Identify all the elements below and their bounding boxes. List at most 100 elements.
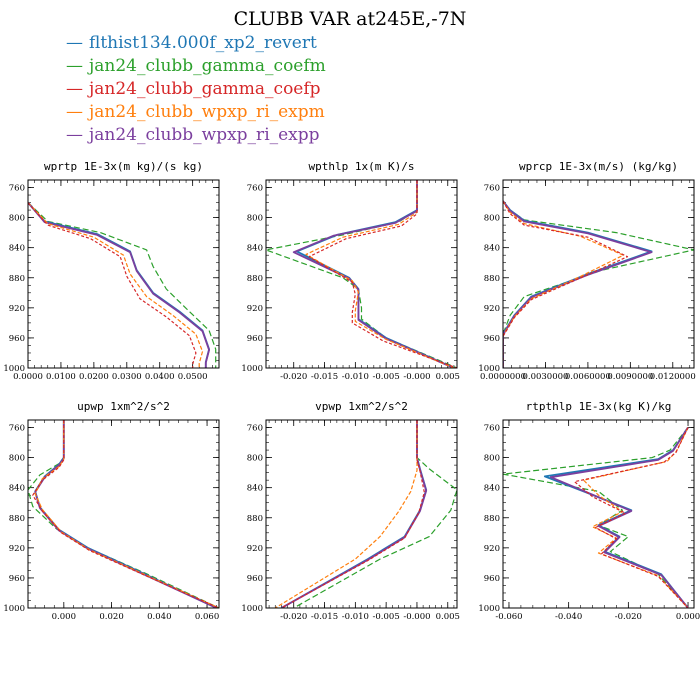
- y-tick-label: 800: [484, 214, 500, 224]
- x-tick-label: -0.020: [280, 372, 307, 382]
- y-tick-label: 760: [484, 184, 500, 194]
- series-group: [503, 427, 689, 608]
- y-tick-label: 920: [484, 544, 500, 554]
- y-tick-label: 1000: [241, 604, 263, 614]
- x-tick-label: 0.0000000: [480, 372, 526, 382]
- y-tick-label: 840: [484, 244, 500, 254]
- y-tick-label: 880: [247, 514, 263, 524]
- series-line: [503, 427, 689, 608]
- series-line: [503, 200, 629, 368]
- panel-title: vpwp 1xm^2/s^2: [315, 400, 408, 413]
- series-line: [573, 427, 689, 608]
- y-tick-label: 840: [9, 484, 25, 494]
- x-tick-label: 0.0120000: [650, 372, 696, 382]
- y-tick-label: 960: [247, 574, 263, 584]
- x-tick-label: 0.0000: [13, 372, 43, 382]
- legend-swatch-icon: —: [66, 33, 83, 53]
- legend-item: — jan24_clubb_wpxp_ri_expp: [66, 124, 326, 147]
- series-line: [28, 202, 197, 368]
- x-tick-label: -0.040: [555, 612, 582, 622]
- x-tick-label: -0.005: [373, 372, 400, 382]
- x-tick-label: -0.005: [373, 612, 400, 622]
- y-tick-label: 880: [247, 274, 263, 284]
- panel-title: rtpthlp 1E-3x(kg K)/kg: [526, 400, 672, 413]
- legend: — flthist134.000f_xp2_revert — jan24_clubb…: [66, 32, 326, 147]
- plot-frame: [265, 179, 458, 369]
- y-tick-label: 760: [484, 424, 500, 434]
- x-tick-label: 0.0500: [178, 372, 208, 382]
- chart-panel: vpwp 1xm^2/s^2 760 800 840 880 920 960 1000 -0.0…: [241, 400, 460, 622]
- x-tick-label: 0.0400: [145, 372, 175, 382]
- y-tick-label: 880: [9, 274, 25, 284]
- series-line: [280, 420, 428, 608]
- series-line: [582, 427, 689, 608]
- series-line: [28, 420, 219, 608]
- legend-item: — jan24_clubb_gamma_coefm: [66, 55, 326, 78]
- legend-swatch-icon: —: [66, 102, 83, 122]
- panel-title: wprcp 1E-3x(m/s) (kg/kg): [519, 160, 678, 173]
- series-line: [293, 420, 457, 608]
- x-tick-label: 0.040: [147, 612, 171, 622]
- y-tick-label: 880: [484, 514, 500, 524]
- x-tick-label: 0.005: [436, 612, 460, 622]
- y-tick-label: 1000: [478, 604, 500, 614]
- y-tick-label: 880: [9, 514, 25, 524]
- legend-label: jan24_clubb_wpxp_ri_expp: [89, 125, 320, 145]
- page-title: CLUBB VAR at245E,-7N: [233, 8, 467, 30]
- series-group: [503, 200, 694, 368]
- x-tick-label: -0.010: [342, 372, 369, 382]
- y-tick-label: 920: [484, 304, 500, 314]
- x-tick-label: -0.020: [615, 612, 642, 622]
- x-tick-label: 0.020: [99, 612, 123, 622]
- y-tick-label: 760: [247, 184, 263, 194]
- series-line: [266, 180, 457, 368]
- series-line: [28, 202, 211, 368]
- x-tick-label: -0.020: [280, 612, 307, 622]
- y-tick-label: 960: [9, 334, 25, 344]
- x-tick-label: -0.010: [342, 612, 369, 622]
- chart-panel: wpthlp 1x(m K)/s 760 800 840 880 920 960 1000 -0…: [241, 160, 460, 382]
- x-tick-label: 0.000: [676, 612, 700, 622]
- x-tick-label: 0.0200: [79, 372, 109, 382]
- series-line: [34, 420, 217, 608]
- series-line: [308, 180, 457, 368]
- plot-frame: [27, 179, 220, 369]
- series-line: [28, 202, 217, 368]
- chart-panel: rtpthlp 1E-3x(kg K)/kg 760 800 840 880 920 960…: [478, 400, 700, 622]
- plot-frame: [502, 179, 695, 369]
- legend-item: — jan24_clubb_gamma_coefp: [66, 78, 326, 101]
- y-tick-label: 1000: [241, 364, 263, 374]
- y-tick-label: 840: [247, 484, 263, 494]
- y-tick-label: 880: [484, 274, 500, 284]
- legend-item: — flthist134.000f_xp2_revert: [66, 32, 326, 55]
- series-line: [280, 420, 428, 608]
- x-tick-label: -0.060: [495, 612, 522, 622]
- x-tick-label: 0.060: [195, 612, 219, 622]
- x-tick-label: 0.0030000: [522, 372, 568, 382]
- y-tick-label: 920: [9, 544, 25, 554]
- x-tick-label: 0.0100: [46, 372, 76, 382]
- series-line: [34, 420, 217, 608]
- series-line: [503, 200, 653, 368]
- series-line: [34, 420, 219, 608]
- y-tick-label: 840: [247, 244, 263, 254]
- y-tick-label: 960: [9, 574, 25, 584]
- series-group: [28, 420, 219, 608]
- panel-title: wprtp 1E-3x(m kg)/(s kg): [44, 160, 203, 173]
- x-tick-label: -0.015: [311, 612, 338, 622]
- y-tick-label: 800: [247, 214, 263, 224]
- y-tick-label: 920: [247, 544, 263, 554]
- series-line: [503, 200, 653, 368]
- plot-frame: [265, 419, 458, 609]
- series-group: [28, 202, 217, 368]
- legend-swatch-icon: —: [66, 56, 83, 76]
- chart-panel: wprcp 1E-3x(m/s) (kg/kg) 760 800 840 880 920 9…: [478, 160, 695, 382]
- legend-label: jan24_clubb_gamma_coefp: [89, 79, 321, 99]
- y-tick-label: 1000: [478, 364, 500, 374]
- y-tick-label: 1000: [3, 364, 25, 374]
- legend-swatch-icon: —: [66, 79, 83, 99]
- x-tick-label: -0.000: [403, 372, 430, 382]
- chart-panel: wprtp 1E-3x(m kg)/(s kg) 760 800 840 880 920 9…: [3, 160, 220, 382]
- x-tick-label: 0.0090000: [607, 372, 653, 382]
